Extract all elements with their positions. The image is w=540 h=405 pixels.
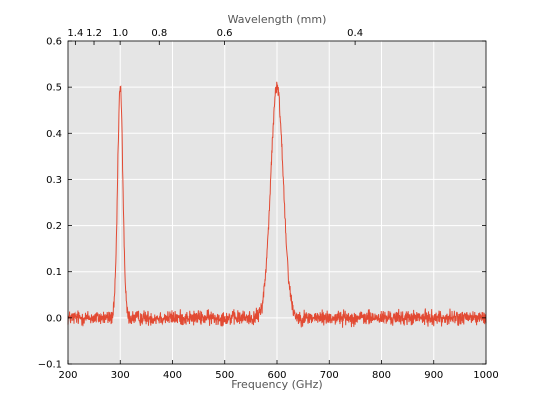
top-axis: 1.4 1.2 1.0 0.8 0.6 0.4 [67,28,363,45]
y-tick-label: 0.3 [46,175,62,186]
x-tick-label: 900 [424,370,443,381]
top-axis-label: Wavelength (mm) [228,13,327,26]
y-tick-label: 0.1 [46,267,62,278]
y-axis: −0.1 0.0 0.1 0.2 0.3 0.4 0.5 0.6 [38,37,486,371]
y-tick-label: −0.1 [38,360,62,371]
x-tick-label: 600 [267,370,286,381]
top-tick-label: 0.6 [217,28,233,39]
x-tick-label: 200 [58,370,77,381]
x-tick-label: 1000 [473,370,498,381]
x-tick-label: 700 [320,370,339,381]
top-tick-label: 1.2 [86,28,102,39]
series-line [67,81,487,328]
x-axis-label: Frequency (GHz) [231,378,322,391]
x-tick-label: 800 [372,370,391,381]
x-axis: 200 300 400 500 600 700 800 900 1000 [58,360,499,381]
y-tick-label: 0.6 [46,37,62,48]
x-tick-label: 500 [215,370,234,381]
x-tick-label: 300 [111,370,130,381]
top-tick-label: 0.4 [347,28,363,39]
y-tick-label: 0.5 [46,83,62,94]
y-tick-label: 0.4 [46,129,62,140]
top-tick-label: 1.4 [67,28,83,39]
y-tick-label: 0.0 [46,313,62,324]
top-tick-label: 1.0 [112,28,128,39]
x-tick-label: 400 [163,370,182,381]
y-tick-label: 0.2 [46,221,62,232]
top-tick-label: 0.8 [151,28,167,39]
